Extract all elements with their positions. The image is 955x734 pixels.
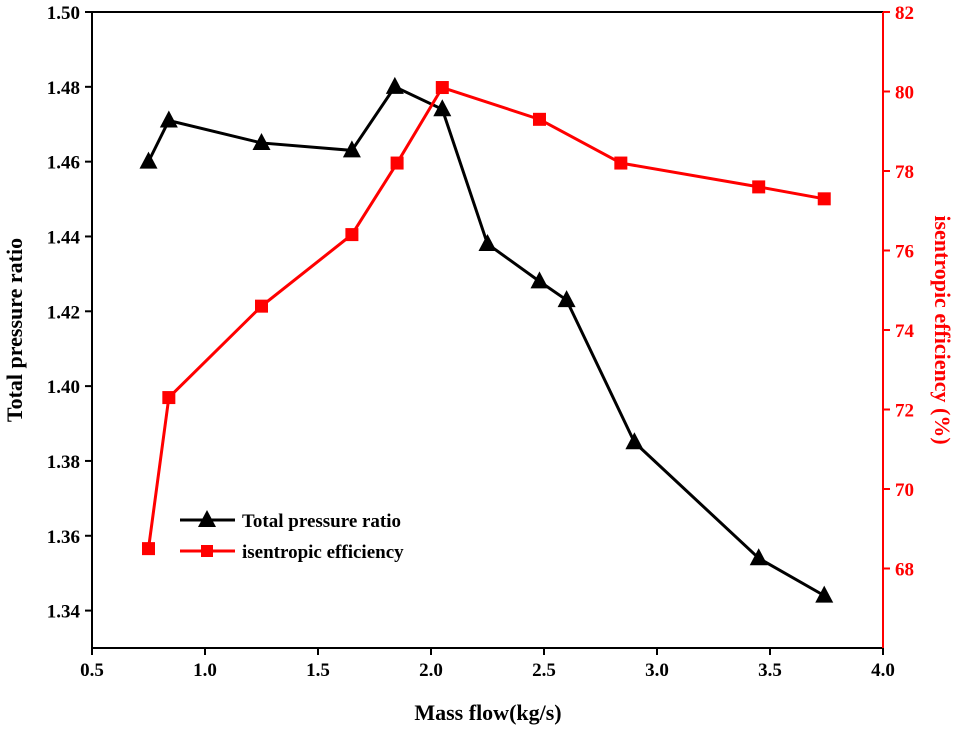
x-tick-label: 4.0 (871, 660, 895, 681)
y-tick-label: 1.34 (47, 602, 81, 623)
y2-axis-title: isentropic efficiency (%) (930, 215, 955, 444)
pressure-ratio-point (139, 151, 158, 169)
pressure-ratio-point (342, 140, 361, 158)
efficiency-point (255, 299, 268, 313)
y-tick-label: 1.42 (47, 302, 80, 323)
efficiency-point (435, 81, 449, 95)
y-tick-label: 1.36 (47, 527, 80, 548)
y2-tick-label: 82 (895, 3, 914, 24)
y-tick-label: 1.48 (47, 78, 80, 99)
pressure-ratio-point (530, 271, 549, 289)
legend: Total pressure ratio isentropic efficien… (180, 510, 404, 563)
y2-tick-label: 76 (895, 242, 914, 263)
efficiency-point (817, 192, 831, 206)
x-tick-label: 2.5 (532, 660, 556, 681)
y2-tick-label: 70 (895, 480, 914, 501)
legend-label-pressure: Total pressure ratio (242, 511, 401, 532)
pressure-ratio-point (433, 99, 452, 117)
pressure-ratio-point (749, 548, 768, 566)
legend-marker-square (201, 545, 213, 557)
series-layer (139, 76, 834, 603)
y2-tick-label: 78 (895, 162, 914, 183)
efficiency-line (147, 85, 825, 549)
efficiency-point (142, 542, 155, 556)
pressure-ratio-point (478, 233, 497, 251)
pressure-ratio-point (252, 132, 271, 150)
y-tick-label: 1.38 (47, 452, 80, 473)
pressure-ratio-point (159, 110, 178, 128)
y-tick-label: 1.46 (47, 153, 80, 174)
y-tick-label: 1.50 (47, 3, 80, 24)
x-axis-title: Mass flow(kg/s) (414, 700, 561, 725)
x-tick-label: 0.5 (80, 660, 104, 681)
efficiency-point (345, 228, 359, 242)
x-tick-label: 3.5 (758, 660, 782, 681)
legend-marker-triangle (198, 510, 216, 527)
efficiency-point (752, 180, 766, 194)
x-tick-label: 2.0 (419, 660, 443, 681)
efficiency-point (614, 156, 628, 170)
x-axis-ticks: 0.5 1.0 1.5 2.0 2.5 3.0 3.5 4.0 (80, 648, 895, 681)
efficiency-point (390, 156, 404, 170)
x-tick-label: 3.0 (645, 660, 669, 681)
efficiency-point (162, 391, 176, 405)
pressure-ratio-line (147, 84, 825, 597)
pressure-ratio-point (557, 290, 576, 308)
pressure-ratio-point (385, 76, 404, 94)
y2-tick-label: 68 (895, 560, 914, 581)
legend-label-efficiency: isentropic efficiency (242, 542, 404, 563)
left-axis-ticks: 1.34 1.36 1.38 1.40 1.42 1.44 1.46 1.48 1.50 (47, 3, 92, 623)
x-tick-label: 1.0 (193, 660, 217, 681)
y2-tick-label: 80 (895, 83, 914, 104)
y-axis-title: Total pressure ratio (2, 238, 27, 422)
pressure-ratio-point (815, 585, 834, 603)
efficiency-point (532, 112, 546, 126)
y-tick-label: 1.44 (47, 227, 81, 248)
y2-tick-label: 72 (895, 401, 914, 422)
y-tick-label: 1.40 (47, 377, 80, 398)
x-tick-label: 1.5 (306, 660, 330, 681)
y2-tick-label: 74 (895, 321, 915, 342)
right-axis-ticks: 68 70 72 74 76 78 80 82 (883, 3, 915, 581)
pressure-ratio-point (625, 432, 644, 450)
